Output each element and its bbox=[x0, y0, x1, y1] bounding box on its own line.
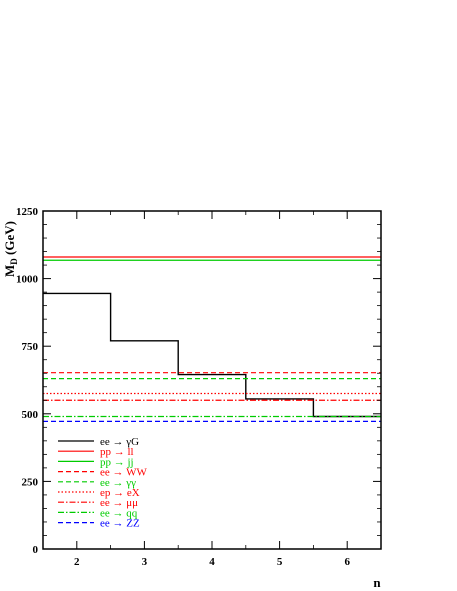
legend-label: ee → qq bbox=[100, 507, 138, 519]
y-axis-label: MD (GeV) bbox=[2, 221, 19, 277]
y-axis-label-unit: (GeV) bbox=[2, 221, 17, 258]
plot-frame bbox=[42, 210, 382, 550]
plot-lines bbox=[43, 256, 381, 422]
legend-label: ee → WW bbox=[100, 467, 147, 479]
axis-ticks: 0 250 500 750 1000 1250 2 3 4 5 6 bbox=[16, 206, 382, 568]
x-tick-label: 5 bbox=[277, 556, 283, 568]
y-tick-label: 500 bbox=[22, 409, 39, 421]
y-axis-label-main: M bbox=[2, 265, 17, 277]
legend-label: pp → ll bbox=[100, 446, 134, 458]
y-tick-label: 0 bbox=[33, 544, 39, 556]
y-tick-label: 750 bbox=[22, 341, 39, 353]
y-tick-label: 250 bbox=[22, 476, 39, 488]
x-tick-label: 4 bbox=[209, 556, 215, 568]
legend-label: pp → jj bbox=[100, 456, 134, 468]
x-axis-label: n bbox=[373, 575, 381, 590]
x-tick-label: 2 bbox=[74, 556, 80, 568]
series-step-0 bbox=[43, 292, 381, 418]
y-tick-label: 1000 bbox=[16, 274, 39, 286]
legend-label: ep → eX bbox=[100, 487, 140, 499]
legend-label: ee → μμ bbox=[100, 497, 138, 509]
x-tick-label: 6 bbox=[344, 556, 350, 568]
legend-label: ee → γG bbox=[100, 436, 139, 448]
legend-label: ee → γγ bbox=[100, 477, 136, 489]
x-tick-label: 3 bbox=[142, 556, 148, 568]
y-tick-label: 1250 bbox=[16, 206, 39, 218]
y-axis-label-sub: D bbox=[9, 258, 19, 265]
legend-label: ee → ZZ bbox=[100, 518, 140, 530]
